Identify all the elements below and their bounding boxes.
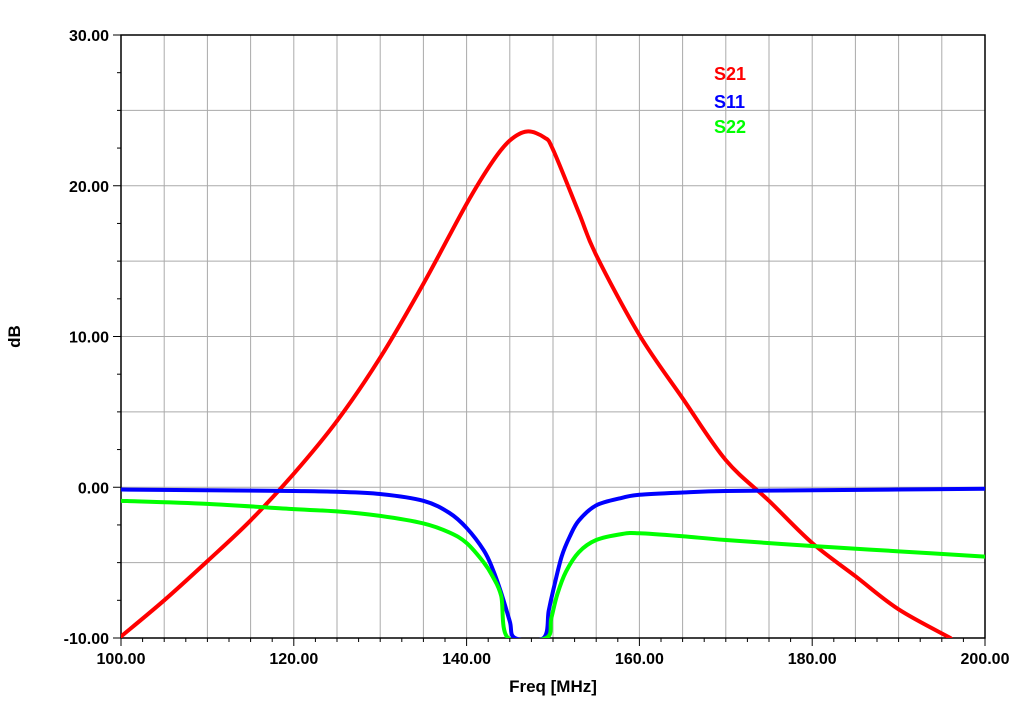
x-tick-label: 180.00 [788, 651, 837, 668]
grid [121, 35, 985, 638]
y-tick-label: 10.00 [69, 330, 109, 347]
y-tick-label: -10.00 [64, 631, 109, 648]
series-line-s21 [121, 129, 953, 638]
series-line-s22 [121, 498, 985, 638]
y-tick-label: 20.00 [69, 179, 109, 196]
x-tick-label: 140.00 [442, 651, 491, 668]
series-lines [121, 129, 985, 638]
x-tick-label: 200.00 [961, 651, 1010, 668]
x-axis-title: Freq [MHz] [509, 677, 597, 696]
x-tick-label: 100.00 [97, 651, 146, 668]
y-tick-label: 30.00 [69, 28, 109, 45]
legend-label-s11: S11 [714, 92, 745, 112]
y-axis-title: dB [5, 325, 24, 348]
x-tick-label: 160.00 [615, 651, 664, 668]
legend-label-s22: S22 [714, 117, 746, 137]
plot-frame [120, 34, 986, 639]
y-tick-label: 0.00 [78, 480, 109, 497]
legend-label-s21: S21 [714, 64, 746, 84]
x-tick-labels: 100.00 120.00 140.00 160.00 180.00 200.00 [97, 651, 1010, 668]
y-tick-labels: -10.00 0.00 10.00 20.00 30.00 [64, 28, 109, 648]
legend: S21 S11 S22 [714, 64, 746, 137]
x-tick-label: 120.00 [269, 651, 318, 668]
